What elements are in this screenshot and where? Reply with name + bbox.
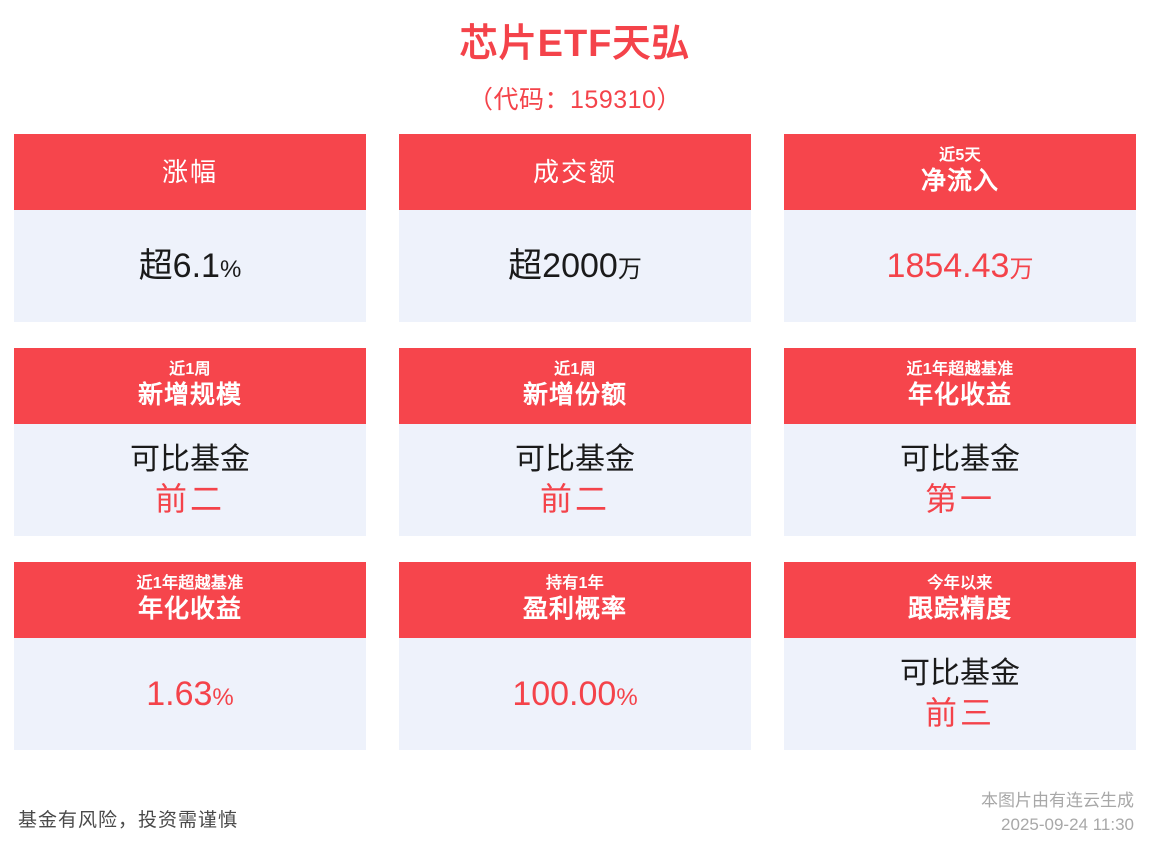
metric-value: 可比基金 [900,656,1020,690]
metric-card: 成交额 超2000万 [399,134,751,322]
metric-card-subtitle: 近1年超越基准 [906,361,1014,379]
metric-card-subtitle: 近1年超越基准 [136,575,244,593]
metric-value: 1854.43万 [887,244,1034,288]
metric-value-rank: 前二 [154,480,225,517]
page-title: 芯片ETF天弘 [459,23,691,65]
metric-card-body: 可比基金 前三 [784,638,1136,750]
metric-card-subtitle: 今年以来 [927,575,993,593]
metric-card-body: 超6.1% [14,210,366,322]
metric-card-body: 可比基金 第一 [784,424,1136,536]
metric-card-body: 可比基金 前二 [399,424,751,536]
metric-value: 可比基金 [130,442,250,476]
metric-card-title: 新增规模 [137,381,242,410]
metric-value: 超6.1% [139,244,242,288]
metric-value: 1.63% [146,672,234,716]
header: 芯片ETF天弘 （代码：159310） [0,0,1150,116]
metric-card-subtitle: 近1周 [169,361,211,379]
generation-source: 本图片由有连云生成 [981,790,1134,810]
metric-value: 超2000万 [508,244,642,288]
metric-card-header: 近1年超越基准 年化收益 [14,562,366,638]
metric-card-body: 可比基金 前二 [14,424,366,536]
metric-value: 可比基金 [900,442,1020,476]
generation-timestamp: 2025-09-24 11:30 [1001,815,1134,835]
metric-card: 近1周 新增份额 可比基金 前二 [399,348,751,536]
metric-card-header: 近1年超越基准 年化收益 [784,348,1136,424]
metric-card-header: 成交额 [399,134,751,210]
metric-card-title: 涨幅 [161,156,218,187]
metric-card-body: 100.00% [399,638,751,750]
metric-value-unit: 万 [617,255,642,283]
metric-card-title: 盈利概率 [522,595,627,624]
metric-card-header: 近5天 净流入 [784,134,1136,210]
metric-value: 100.00% [512,672,637,716]
metric-card-title: 年化收益 [137,595,242,624]
metric-value-number: 超2000 [508,246,618,285]
metric-card-header: 涨幅 [14,134,366,210]
metric-card-title: 净流入 [920,167,999,196]
metric-grid: 涨幅 超6.1% 成交额 超2000万 近5天 净流入 1854.43万 [14,134,1136,750]
metric-card-title: 新增份额 [522,381,627,410]
metric-value-number: 1.63 [146,674,213,713]
fund-code-subtitle: （代码：159310） [468,85,682,114]
metric-card-header: 持有1年 盈利概率 [399,562,751,638]
metric-card-header: 近1周 新增份额 [399,348,751,424]
metric-value-rank: 前三 [924,694,995,731]
metric-value-unit: 万 [1009,255,1034,283]
metric-card-header: 今年以来 跟踪精度 [784,562,1136,638]
metric-card-subtitle: 近1周 [554,361,596,379]
metric-card: 今年以来 跟踪精度 可比基金 前三 [784,562,1136,750]
metric-value-number: 超6.1 [138,246,220,285]
metric-card-title: 年化收益 [907,381,1012,410]
metric-card-body: 超2000万 [399,210,751,322]
metric-card-body: 1854.43万 [784,210,1136,322]
metric-card-title: 成交额 [532,156,617,187]
metric-card-header: 近1周 新增规模 [14,348,366,424]
metric-value: 可比基金 [515,442,635,476]
metric-value-number: 1854.43 [886,246,1010,285]
metric-card-title: 跟踪精度 [907,595,1012,624]
metric-card: 涨幅 超6.1% [14,134,366,322]
metric-value-number: 100.00 [512,674,617,713]
metric-card: 近1年超越基准 年化收益 可比基金 第一 [784,348,1136,536]
metric-card: 近1周 新增规模 可比基金 前二 [14,348,366,536]
metric-card: 近5天 净流入 1854.43万 [784,134,1136,322]
metric-card-subtitle: 近5天 [939,147,981,165]
metric-card-subtitle: 持有1年 [545,575,605,593]
metric-card: 近1年超越基准 年化收益 1.63% [14,562,366,750]
disclaimer-text: 基金有风险，投资需谨慎 [18,810,239,831]
metric-card-body: 1.63% [14,638,366,750]
generation-info: 本图片由有连云生成 2025-09-24 11:30 [981,789,1134,838]
metric-value-unit: % [212,683,234,711]
metric-value-unit: % [616,683,638,711]
metric-card: 持有1年 盈利概率 100.00% [399,562,751,750]
metric-value-rank: 第一 [924,480,995,517]
metric-value-unit: % [219,255,242,283]
metric-value-rank: 前二 [539,480,610,517]
